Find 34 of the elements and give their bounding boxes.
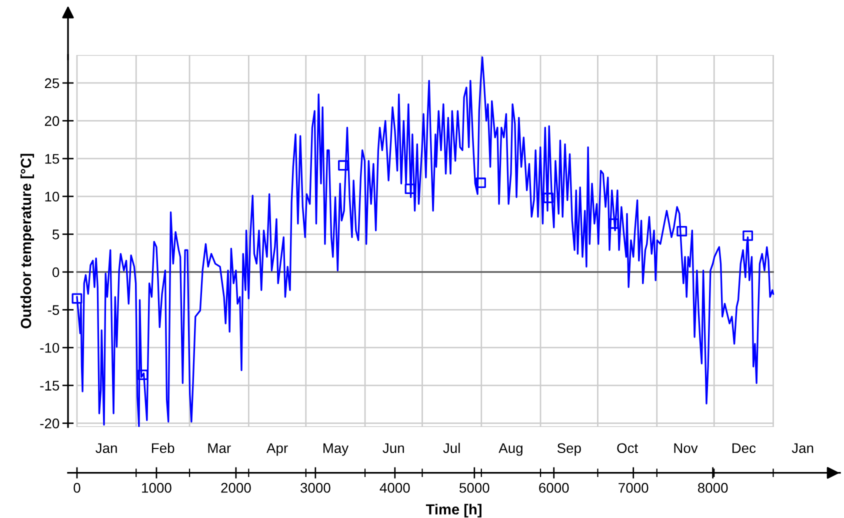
text: Oct [617,443,638,454]
text: Mar [208,443,231,454]
x-tick-label: 8000 [698,482,728,493]
text: Jan [792,443,814,454]
text: Jun [382,443,404,454]
x-tick-label: 6000 [539,482,569,493]
y-tick-label: -15 [40,380,60,391]
text: Dec [732,443,756,454]
text: Sep [557,443,581,456]
y-tick-label: 10 [45,192,60,202]
x-tick-label: 0 [74,482,80,493]
text: Feb [152,442,174,454]
x-tick-label: 2000 [221,482,251,493]
text: Nov [674,443,698,454]
y-tick-label: 20 [44,116,60,126]
x-tick-label: 3000 [300,482,330,493]
y-tick-label: -20 [40,418,60,428]
x-tick-label: 7000 [618,482,648,493]
x-tick-label: 5000 [459,482,490,493]
x-tick-label: 1000 [142,482,172,493]
y-tick-label: 25 [44,78,60,88]
y-tick-label: -10 [40,342,60,353]
text: May [323,443,349,456]
y-tick-label: 15 [45,154,60,164]
x-tick-label: 4000 [380,482,410,493]
y-tick-label: 5 [52,230,60,240]
text: Jan [96,443,117,454]
y-axis-title: Outdoor temperature [°C] [20,154,34,328]
text: Apr [266,443,288,456]
y-tick-label: 0 [52,267,60,278]
text: Jul [443,442,460,454]
text: Aug [498,443,522,456]
y-tick-label: -5 [48,305,60,315]
x-axis-title: Time [h] [426,504,482,518]
